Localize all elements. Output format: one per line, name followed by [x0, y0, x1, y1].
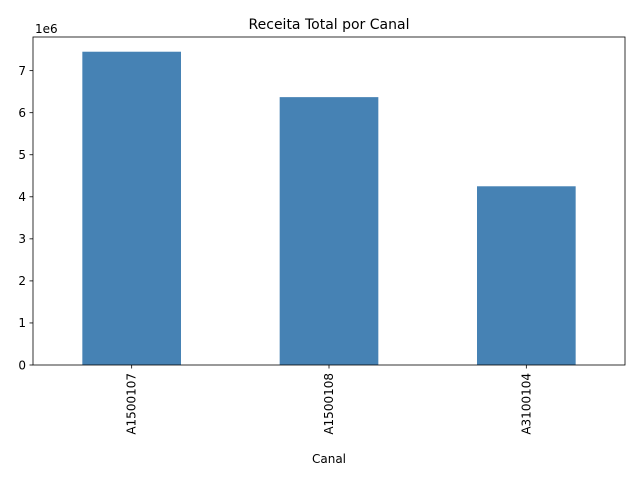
- x-axis-ticks: A1500107 A1500108 A3100104: [125, 365, 533, 435]
- y-tick-label-1: 1: [18, 316, 26, 330]
- y-axis-ticks: 0 1 2 3 4 5 6 7: [18, 64, 33, 372]
- x-tick-label-A3100104: A3100104: [519, 373, 533, 435]
- plot-frame: [32, 36, 626, 366]
- bar-A1500108: [279, 97, 379, 365]
- y-tick-label-4: 4: [18, 190, 26, 204]
- x-axis-label: Canal: [312, 452, 346, 466]
- y-tick-label-6: 6: [18, 106, 26, 120]
- x-tick-label-A1500107: A1500107: [125, 373, 139, 435]
- chart-title: Receita Total por Canal: [249, 17, 410, 33]
- x-tick-label-A1500108: A1500108: [322, 373, 336, 435]
- y-tick-label-3: 3: [18, 232, 26, 246]
- y-tick-label-7: 7: [18, 64, 26, 78]
- bar-A1500107: [82, 51, 181, 365]
- y-tick-label-2: 2: [18, 274, 26, 288]
- y-tick-label-0: 0: [18, 358, 26, 372]
- bars: [82, 51, 576, 365]
- y-axis-offset-label: 1e6: [35, 22, 58, 36]
- y-tick-label-5: 5: [18, 148, 26, 162]
- bar-A3100104: [477, 186, 576, 365]
